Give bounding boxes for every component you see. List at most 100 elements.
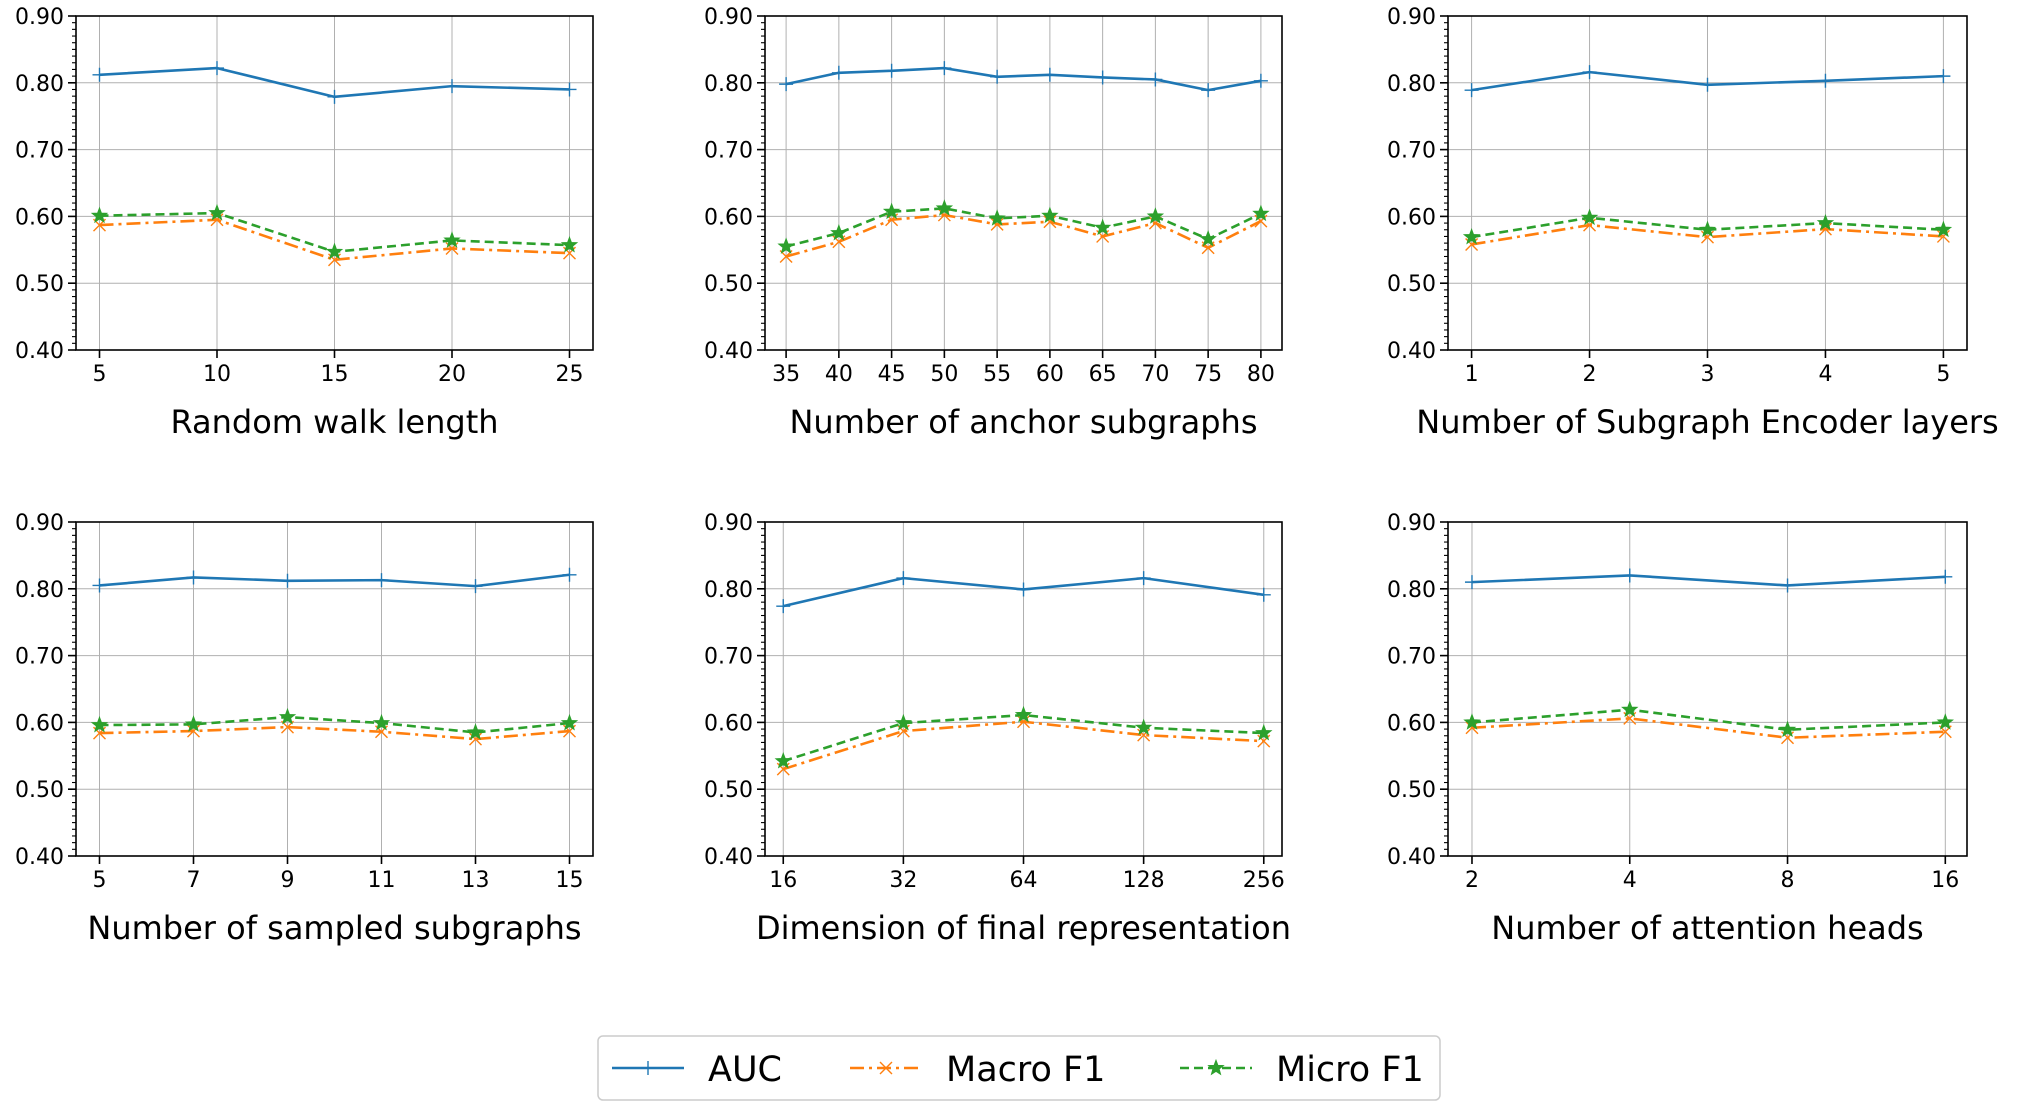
legend-items: AUC Macro F1 Micro F1: [612, 1050, 1424, 1090]
data-point: [278, 707, 297, 725]
data-point: [774, 751, 792, 769]
data-point: [1095, 70, 1110, 85]
x-tick-label: 70: [1141, 362, 1169, 387]
data-point: [1465, 721, 1479, 735]
y-tick-label: 0.70: [15, 645, 64, 670]
x-tick-label: 13: [462, 868, 490, 893]
x-tick-label: 5: [1936, 362, 1950, 387]
data-point: [1938, 569, 1953, 584]
y-tick-label: 0.50: [704, 272, 753, 297]
y-tick-label: 0.70: [1387, 645, 1436, 670]
plot-frame: [75, 15, 594, 351]
data-point: [1778, 720, 1797, 738]
data-point: [1252, 204, 1270, 222]
data-point: [562, 82, 577, 97]
data-point: [184, 715, 203, 732]
series-line: [99, 573, 570, 588]
y-tick-label: 0.50: [1387, 778, 1436, 803]
y-tick-label: 0.40: [15, 845, 64, 870]
y-tick-label: 0.50: [15, 272, 64, 297]
data-point: [1818, 73, 1833, 88]
y-tick-label: 0.60: [704, 205, 753, 230]
data-point: [935, 199, 954, 216]
data-point: [210, 61, 224, 76]
y-tick-label: 0.90: [1387, 5, 1436, 30]
data-point: [1621, 700, 1639, 718]
data-point: [1780, 578, 1795, 593]
plot-frame: [1447, 15, 1968, 351]
x-tick-label: 16: [1931, 868, 1959, 893]
data-point: [1818, 222, 1832, 236]
series-line: [785, 66, 1262, 92]
data-point: [1041, 206, 1059, 224]
x-tick-label: 9: [281, 868, 295, 893]
legend-entry: Macro F1: [850, 1050, 1105, 1090]
x-tick-label: 4: [1818, 362, 1832, 387]
y-tick-label: 0.80: [1387, 578, 1436, 603]
chart-panel: 0.40 0.50 0.60 0.70 0.80 0.90 2 4 8 16 Number of a…: [1387, 511, 1968, 947]
data-point: [990, 69, 1005, 84]
x-tick-label: 75: [1194, 362, 1222, 387]
x-tick-label: 15: [321, 362, 349, 387]
series-line: [1471, 717, 1946, 740]
legend-marker: [1207, 1058, 1225, 1076]
data-point: [937, 61, 952, 76]
data-point: [327, 89, 342, 104]
series-line: [785, 213, 1262, 258]
y-tick-label: 0.80: [15, 72, 64, 97]
y-tick-label: 0.40: [704, 339, 753, 364]
data-point: [445, 79, 459, 94]
x-tick-label: 60: [1036, 362, 1064, 387]
x-tick-label: 128: [1123, 868, 1165, 893]
data-point: [988, 209, 1006, 226]
chart-panel: 0.40 0.50 0.60 0.70 0.80 0.90 1 2 3 4 5 Number of S…: [1387, 5, 1999, 441]
x-tick-label: 40: [825, 362, 853, 387]
x-axis-title: Number of anchor subgraphs: [789, 403, 1257, 441]
data-point: [1042, 67, 1057, 82]
legend-label: AUC: [708, 1050, 782, 1090]
data-point: [777, 237, 795, 254]
data-point: [779, 77, 794, 92]
data-point: [1136, 571, 1151, 586]
x-tick-label: 7: [187, 868, 201, 893]
data-point: [831, 65, 846, 80]
plot-frame: [764, 521, 1283, 857]
x-tick-label: 15: [556, 868, 584, 893]
data-point: [562, 567, 577, 582]
x-axis-title: Number of attention heads: [1491, 909, 1923, 947]
chart-panel: 0.40 0.50 0.60 0.70 0.80 0.90 5 7 9 11 13 15 Number …: [15, 511, 594, 947]
data-point: [1622, 568, 1637, 583]
legend-marker: [641, 1061, 655, 1075]
series-line: [785, 207, 1262, 248]
x-axis-title: Number of sampled subgraphs: [87, 909, 581, 947]
chart-panel: 0.40 0.50 0.60 0.70 0.80 0.90 16 32 64 128 256 Dime…: [704, 511, 1291, 947]
data-point: [1134, 718, 1153, 736]
data-point: [90, 206, 109, 224]
series-line: [1471, 574, 1946, 587]
x-tick-label: 3: [1701, 362, 1715, 387]
data-point: [560, 713, 579, 731]
y-tick-label: 0.50: [704, 778, 753, 803]
x-tick-label: 50: [930, 362, 958, 387]
x-tick-label: 25: [556, 362, 584, 387]
data-point: [1146, 207, 1165, 224]
data-point: [374, 573, 389, 588]
x-tick-label: 2: [1583, 362, 1597, 387]
series-line: [99, 715, 570, 734]
data-point: [1464, 83, 1479, 98]
data-point: [1580, 208, 1599, 226]
x-tick-label: 5: [93, 362, 107, 387]
data-point: [186, 570, 201, 585]
y-tick-label: 0.70: [704, 139, 753, 164]
y-tick-label: 0.90: [704, 5, 753, 30]
data-point: [92, 578, 107, 593]
legend-label: Micro F1: [1276, 1050, 1424, 1090]
x-tick-label: 11: [368, 868, 396, 893]
data-point: [1462, 227, 1481, 245]
x-tick-label: 256: [1243, 868, 1285, 893]
plot-frame: [75, 521, 594, 857]
data-point: [1936, 69, 1951, 84]
x-tick-label: 65: [1089, 362, 1117, 387]
data-point: [1014, 705, 1033, 723]
data-point: [325, 242, 344, 260]
